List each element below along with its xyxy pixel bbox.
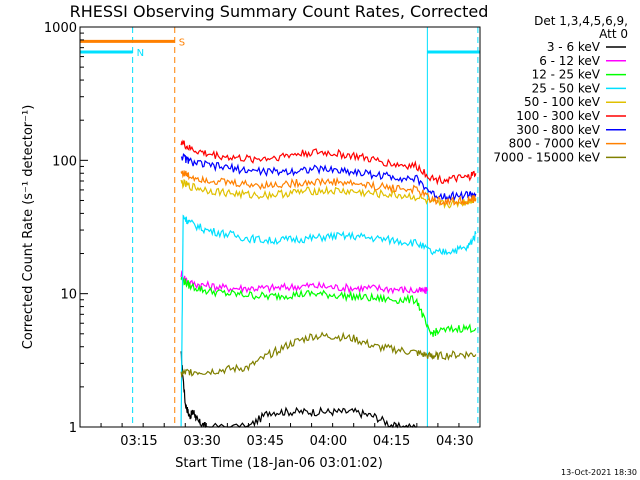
series-line (180, 170, 477, 207)
legend-entry-label: 3 - 6 keV (547, 40, 601, 54)
legend-entry-label: 100 - 300 keV (516, 109, 600, 123)
series-line (180, 153, 477, 202)
x-tick-label: 04:30 (436, 434, 473, 449)
y-tick-label: 1000 (44, 21, 77, 36)
legend-entry-label: 25 - 50 keV (532, 81, 601, 95)
legend-header: Det 1,3,4,5,6,9, (534, 14, 628, 28)
series-line (180, 214, 477, 427)
y-tick-label: 1 (69, 421, 77, 436)
series-line (180, 178, 477, 209)
flag-label: N (137, 48, 144, 59)
y-axis-label: Corrected Count Rate (s⁻¹ detector⁻¹) (21, 105, 36, 350)
x-tick-label: 03:30 (183, 434, 220, 449)
legend-entry-label: 800 - 7000 keV (509, 137, 601, 151)
plot-frame (79, 26, 481, 428)
attenuator-flags: NS (80, 37, 480, 59)
series-line (180, 269, 428, 295)
data-series (180, 139, 477, 429)
x-axis-label: Start Time (18-Jan-06 03:01:02) (175, 456, 383, 471)
x-tick-label: 03:45 (247, 434, 284, 449)
x-tick-label: 04:00 (310, 434, 347, 449)
series-line (180, 351, 417, 429)
vertical-markers (132, 27, 479, 427)
date-stamp: 13-Oct-2021 18:30 (561, 468, 637, 477)
legend-entry-label: 300 - 800 keV (516, 123, 600, 137)
series-line (180, 331, 477, 379)
x-tick-label: 03:15 (120, 434, 157, 449)
legend-entry-label: 12 - 25 keV (532, 68, 601, 82)
series-line (180, 276, 477, 337)
y-tick-label: 100 (52, 154, 77, 169)
legend-entry-label: 50 - 100 keV (524, 95, 601, 109)
x-axis-ticks: 03:15 03:30 03:45 04:00 04:15 04:30 (79, 423, 481, 449)
legend-entry-label: 7000 - 15000 keV (493, 150, 600, 164)
y-axis-ticks: 1 10 100 1000 (44, 21, 88, 436)
legend-subheader: Att 0 (599, 27, 628, 41)
chart-title: RHESSI Observing Summary Count Rates, Co… (70, 2, 489, 21)
legend-entry-label: 6 - 12 keV (539, 54, 601, 68)
series-line (180, 139, 477, 186)
flag-label: S (179, 37, 185, 48)
x-tick-label: 04:15 (373, 434, 410, 449)
y-tick-label: 10 (60, 288, 77, 303)
